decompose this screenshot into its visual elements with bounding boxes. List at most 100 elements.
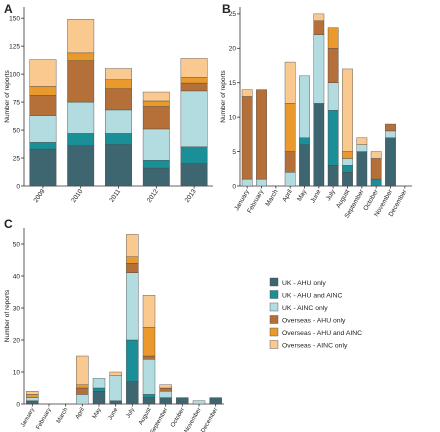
bar-segment-a	[142, 128, 170, 161]
bar-segment-a	[67, 60, 95, 103]
x-tick-label-a: 2013	[184, 188, 198, 204]
y-axis-label-c: Number of reports	[4, 289, 11, 342]
bar-segment-c	[92, 378, 106, 389]
legend-label: Overseas - AHU only	[282, 318, 346, 325]
bar-segment-c	[126, 339, 139, 382]
chart-panel-a: 0 25 50 75 100 125 150 Number of reports 2009 201…	[4, 7, 213, 204]
bar-segment-a	[142, 167, 170, 187]
y-tick-label-c: 0	[16, 401, 20, 408]
bar-segment-a	[67, 133, 95, 146]
bar-segment-b	[256, 178, 267, 187]
x-tick-label-c: August	[138, 407, 153, 426]
y-tick-label-b: 0	[232, 183, 236, 190]
bar-segment-c	[142, 397, 156, 405]
x-tick-label-b: April	[281, 188, 294, 203]
bar-segment-b	[342, 158, 353, 166]
y-tick-label-b: 25	[229, 11, 237, 18]
bar-segment-b	[342, 172, 353, 187]
bar-segment-b	[327, 48, 339, 83]
legend-label: UK - AHU only	[282, 280, 326, 287]
y-tick-label-b: 15	[229, 80, 237, 87]
bar-segment-b	[385, 130, 396, 139]
bar-segment-b	[241, 89, 253, 97]
bar-segment-b	[327, 165, 339, 187]
y-tick-label-a: 125	[9, 43, 20, 50]
legend-label: UK - AINC only	[282, 305, 328, 312]
bar-segment-c	[126, 234, 139, 257]
x-tick-label-a: 2011	[108, 188, 122, 204]
legend-label: UK - AHU and AINC	[282, 293, 343, 300]
bar-segment-c	[26, 400, 39, 405]
bar-segment-c	[126, 272, 139, 341]
bar-segment-b	[313, 20, 325, 35]
y-tick-label-c: 10	[13, 369, 21, 376]
bar-segment-c	[76, 384, 89, 389]
bar-segment-c	[159, 387, 172, 392]
bar-segment-a	[105, 133, 132, 145]
bar-segment-c	[142, 327, 156, 357]
y-tick-label-b: 20	[229, 46, 237, 53]
bar-segment-c	[142, 359, 156, 395]
bar-segment-c	[92, 391, 106, 405]
chart-panel-c: 0 10 20 30 40 50 Number of reports January Febru…	[4, 228, 224, 432]
bar-segment-a	[67, 145, 95, 187]
bar-segment-b	[313, 103, 325, 187]
bar-segment-b	[356, 151, 368, 187]
bar-segment-a	[29, 86, 57, 96]
bar-segment-b	[327, 82, 339, 111]
bar-segment-c	[159, 391, 172, 398]
y-tick-label-a: 75	[13, 99, 21, 106]
bar-segment-a	[105, 79, 132, 89]
bar-segment-a	[29, 142, 57, 150]
bar-segment-a	[180, 90, 208, 148]
bar-segment-b	[284, 61, 296, 104]
bar-segment-a	[180, 58, 208, 78]
y-tick-label-a: 25	[13, 155, 21, 162]
bar-segment-a	[142, 160, 170, 169]
bar-segment-c	[142, 295, 156, 328]
bar-segment-b	[370, 178, 382, 187]
legend-label: Overseas - AHU and AINC	[282, 330, 362, 337]
bar-segment-c	[192, 400, 206, 405]
bar-segment-b	[370, 158, 382, 180]
y-tick-label-a: 100	[9, 71, 20, 78]
bar-segment-b	[370, 151, 382, 159]
bar-segment-b	[385, 137, 396, 187]
x-tick-label-c: April	[75, 407, 86, 420]
bar-segment-c	[76, 394, 89, 405]
bar-segment-b	[299, 137, 310, 145]
bar-segment-b	[284, 151, 296, 173]
bar-segment-c	[126, 381, 139, 405]
bar-segment-c	[126, 263, 139, 274]
x-tick-label-c: October	[170, 407, 186, 428]
y-tick-label-a: 50	[13, 127, 21, 134]
bar-segment-c	[209, 397, 222, 405]
x-tick-label-c: January	[20, 407, 36, 428]
x-tick-label-c: June	[108, 406, 120, 421]
bar-segment-b	[313, 34, 325, 104]
bar-segment-a	[105, 109, 132, 134]
bar-segment-c	[142, 355, 156, 360]
y-axis-label-a: Number of reports	[4, 70, 11, 123]
bar-segment-a	[29, 115, 57, 143]
panel-label-b: B	[222, 2, 231, 16]
bar-segment-b	[385, 123, 396, 132]
bar-segment-c	[76, 387, 89, 395]
legend-swatch	[269, 315, 279, 324]
bar-segment-b	[241, 96, 253, 180]
bar-segment-c	[159, 397, 172, 405]
legend-swatch	[269, 327, 279, 337]
bar-segment-a	[180, 82, 208, 92]
bar-segment-a	[105, 68, 132, 80]
y-tick-label-b: 10	[229, 114, 237, 121]
y-tick-label-a: 0	[16, 183, 20, 190]
bar-segment-a	[29, 148, 57, 187]
bar-segment-a	[29, 59, 57, 87]
y-tick-label-c: 40	[13, 273, 21, 280]
bar-segment-a	[142, 91, 170, 102]
bar-segment-b	[342, 165, 353, 173]
bar-segment-b	[327, 27, 339, 49]
legend-swatch	[269, 290, 279, 299]
